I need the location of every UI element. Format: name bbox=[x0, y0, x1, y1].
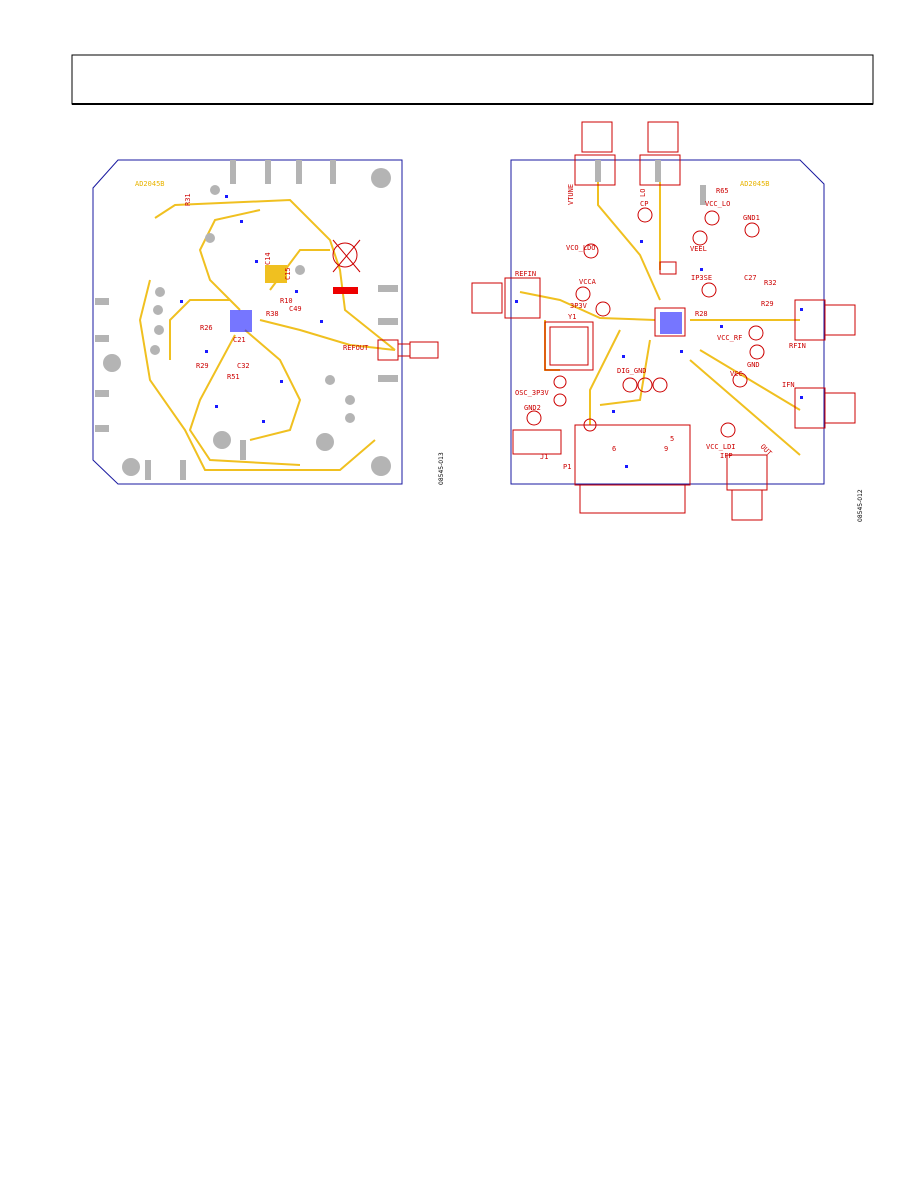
test-point-label: IP3SE bbox=[691, 274, 712, 282]
test-point-label: DIG_GND bbox=[617, 367, 647, 375]
component-label: J1 bbox=[540, 453, 548, 461]
right-board bbox=[471, 121, 856, 521]
pin-label: 5 bbox=[670, 435, 674, 443]
component-label: R26 bbox=[200, 324, 213, 332]
pin-label: 9 bbox=[664, 445, 668, 453]
component-label: R29 bbox=[196, 362, 209, 370]
test-point-label: GND2 bbox=[524, 404, 541, 412]
pin-label: 6 bbox=[612, 445, 616, 453]
test-point-label: VCC bbox=[730, 370, 743, 378]
test-point-label: VEEL bbox=[690, 245, 707, 253]
connector-label: IFP bbox=[720, 452, 733, 460]
component-label: C15 bbox=[284, 267, 292, 280]
test-point-label: VCO_LDO bbox=[566, 244, 596, 252]
component-label: R32 bbox=[764, 279, 777, 287]
component-label: C14 bbox=[264, 252, 272, 265]
component-label: R10 bbox=[280, 297, 293, 305]
component-label: C32 bbox=[237, 362, 250, 370]
connector-label: REFOUT bbox=[343, 344, 369, 352]
test-point-label: VCC_LDI bbox=[706, 443, 736, 451]
connector-label: VTUNE bbox=[567, 184, 575, 205]
figure-id: 08545-013 bbox=[438, 452, 445, 485]
component-label: Y1 bbox=[568, 313, 576, 321]
connector-label: IFN bbox=[782, 381, 795, 389]
component-label: R38 bbox=[266, 310, 279, 318]
test-point-label: OSC_3P3V bbox=[515, 389, 550, 397]
component-label: C49 bbox=[289, 305, 302, 313]
header-box bbox=[71, 54, 874, 105]
board-label: AD2045B bbox=[135, 180, 165, 188]
test-point-label: VCCA bbox=[579, 278, 597, 286]
component-label: R31 bbox=[184, 193, 192, 206]
left-board bbox=[92, 159, 439, 485]
component-label: R51 bbox=[227, 373, 240, 381]
connector-label: REFIN bbox=[515, 270, 536, 278]
test-point-label: VCC_RF bbox=[717, 334, 742, 342]
component-label: R29 bbox=[761, 300, 774, 308]
test-point-label: GND bbox=[747, 361, 760, 369]
component-label: R65 bbox=[716, 187, 729, 195]
figure-id: 08545-012 bbox=[857, 489, 864, 522]
component-label: P1 bbox=[563, 463, 571, 471]
component-label: C27 bbox=[744, 274, 757, 282]
test-point-label: CP bbox=[640, 200, 648, 208]
connector-label: RFIN bbox=[789, 342, 806, 350]
connector-label: LO bbox=[639, 189, 647, 197]
board-label: AD2045B bbox=[740, 180, 770, 188]
component-label: C21 bbox=[233, 336, 246, 344]
test-point-label: VCC_LO bbox=[705, 200, 730, 208]
test-point-label: 3P3V bbox=[570, 302, 588, 310]
test-point-label: GND1 bbox=[743, 214, 760, 222]
component-label: R28 bbox=[695, 310, 708, 318]
